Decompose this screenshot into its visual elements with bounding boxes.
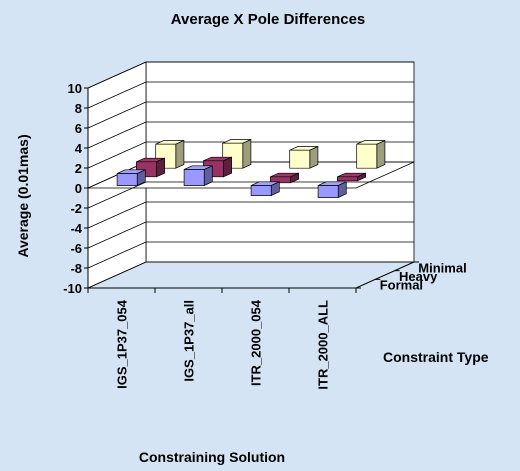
x-axis-label: Constraining Solution xyxy=(139,449,285,465)
bar xyxy=(250,181,280,197)
y-axis-label: Average (0.01mas) xyxy=(15,134,31,257)
bars xyxy=(116,138,386,199)
depth-axis-label: Constraint Type xyxy=(383,349,489,365)
y-tick-label: 10 xyxy=(68,81,82,96)
gridline xyxy=(87,181,414,209)
bar-front xyxy=(270,176,291,184)
chart-walls xyxy=(87,61,419,293)
bar-front xyxy=(317,185,339,198)
y-axis-ticks: 10 8 6 4 2 0 -2 -4 -6 -8 -10 xyxy=(63,81,88,296)
bar xyxy=(155,139,185,169)
y-tick-label: 8 xyxy=(75,101,82,116)
bar-front xyxy=(250,185,272,196)
y-tick-label: -4 xyxy=(70,221,82,236)
y-tick-label: -8 xyxy=(70,261,82,276)
gridline xyxy=(87,141,414,169)
bar-front xyxy=(337,176,358,182)
bar xyxy=(289,145,319,169)
bar xyxy=(183,165,213,187)
bar-side xyxy=(242,138,252,169)
bar-side xyxy=(203,165,213,187)
gridline xyxy=(87,261,414,289)
bar xyxy=(356,139,386,169)
bar-side xyxy=(223,156,232,178)
bar-front xyxy=(183,169,205,186)
depth-category-label: Minimal xyxy=(418,260,466,275)
y-tick-label: 4 xyxy=(75,141,83,156)
gridline xyxy=(87,61,414,89)
depth-category-label: Heavy xyxy=(399,269,438,284)
x-category-label: ITR_2000_054 xyxy=(249,299,264,386)
bar-side xyxy=(175,139,185,169)
bar xyxy=(317,181,347,199)
bar-side xyxy=(376,139,386,169)
bar-front xyxy=(116,173,138,186)
y-tick-label: -2 xyxy=(70,201,82,216)
chart-title: Average X Pole Differences xyxy=(171,11,366,28)
y-tick-label: 6 xyxy=(75,121,82,136)
bar xyxy=(116,169,146,187)
gridline xyxy=(87,201,414,229)
y-tick-label: -10 xyxy=(63,281,82,296)
bar xyxy=(270,172,299,184)
gridline xyxy=(87,221,414,249)
gridline xyxy=(87,101,414,129)
bar-side xyxy=(309,145,319,169)
gridline xyxy=(87,81,414,109)
depth-axis-line xyxy=(355,261,415,289)
x-category-label: ITR_2000_ALL xyxy=(316,300,331,390)
depth-category-label: Formal xyxy=(380,278,423,293)
x-axis-categories: IGS_1P37_054 IGS_1P37_all ITR_2000_054 ITR_… xyxy=(115,299,331,389)
x-category-label: IGS_1P37_054 xyxy=(115,299,130,389)
bar-front xyxy=(356,143,378,169)
y-tick-label: 0 xyxy=(75,181,82,196)
bar xyxy=(203,156,232,178)
bar-front xyxy=(289,149,311,169)
gridline xyxy=(87,121,414,149)
bar-side xyxy=(156,157,165,178)
y-tick-label: -6 xyxy=(70,241,82,256)
y-tick-label: 2 xyxy=(75,161,82,176)
gridline xyxy=(87,241,414,269)
bar xyxy=(337,172,366,182)
x-category-label: IGS_1P37_all xyxy=(182,300,197,382)
